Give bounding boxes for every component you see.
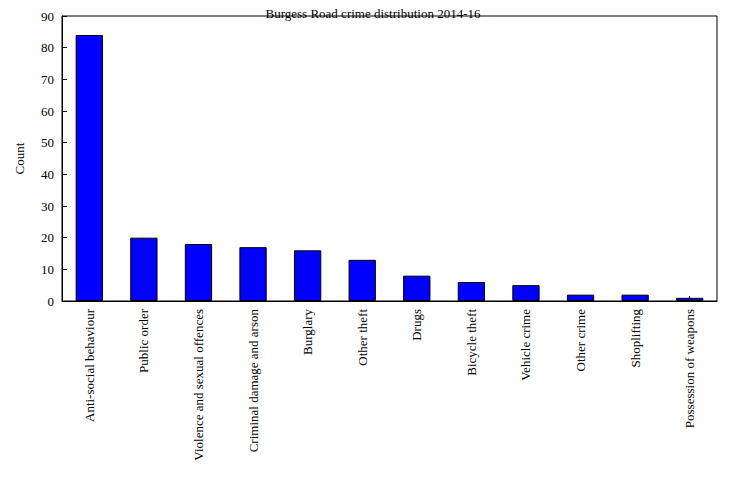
svg-text:0: 0 [48, 294, 55, 309]
svg-text:30: 30 [41, 199, 54, 214]
svg-text:70: 70 [41, 72, 54, 87]
svg-text:Possession of weapons: Possession of weapons [682, 309, 697, 428]
svg-text:Public order: Public order [136, 308, 151, 373]
svg-text:Vehicle crime: Vehicle crime [518, 309, 533, 381]
svg-text:Violence and sexual offences: Violence and sexual offences [191, 309, 206, 461]
svg-text:Other crime: Other crime [573, 309, 588, 372]
svg-text:Drugs: Drugs [409, 309, 424, 341]
svg-text:10: 10 [41, 262, 54, 277]
svg-text:Shoplifting: Shoplifting [628, 309, 643, 368]
svg-text:20: 20 [41, 230, 54, 245]
svg-text:50: 50 [41, 135, 54, 150]
svg-text:40: 40 [41, 167, 54, 182]
svg-text:Count: Count [12, 142, 27, 174]
svg-text:60: 60 [41, 104, 54, 119]
svg-text:Burgess Road crime distributio: Burgess Road crime distribution 2014-16 [266, 6, 481, 21]
svg-text:Anti-social behaviour: Anti-social behaviour [82, 308, 97, 422]
svg-text:Other theft: Other theft [355, 309, 370, 366]
svg-text:80: 80 [41, 40, 54, 55]
svg-text:Bicycle theft: Bicycle theft [464, 309, 479, 376]
svg-text:Criminal damage and arson: Criminal damage and arson [246, 309, 261, 453]
svg-text:Burglary: Burglary [300, 309, 315, 355]
svg-text:90: 90 [41, 9, 54, 24]
